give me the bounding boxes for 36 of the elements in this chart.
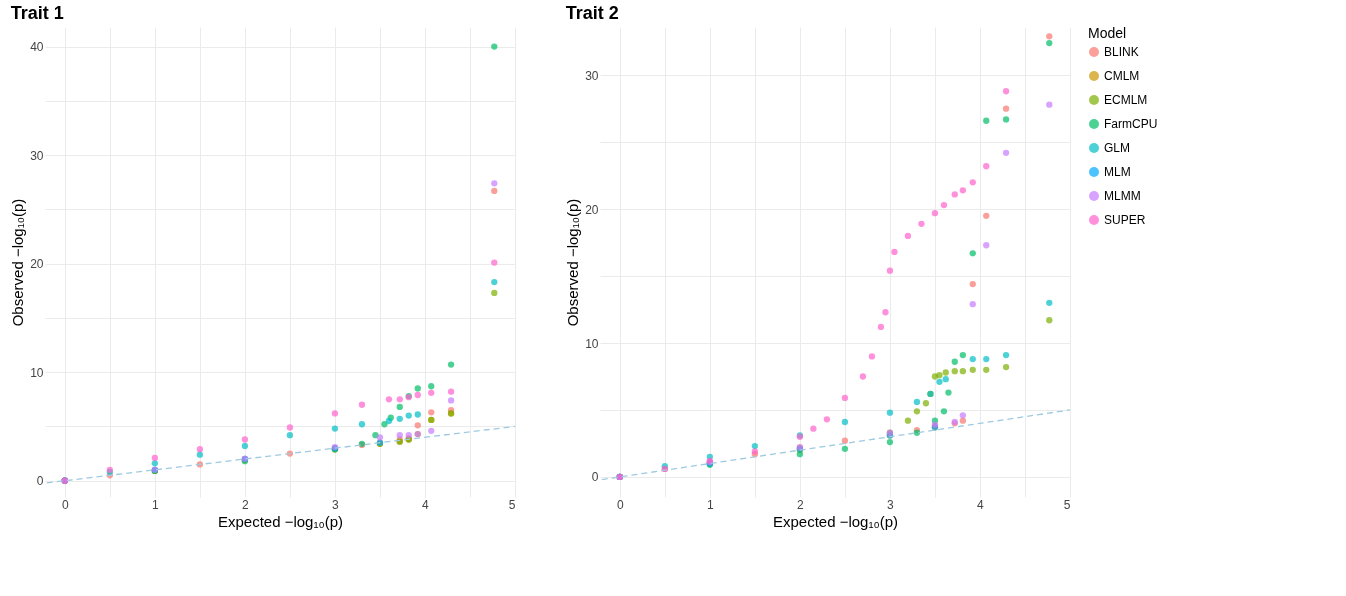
y-tick-label: 0 bbox=[591, 470, 599, 485]
chart-title: Trait 1 bbox=[10, 3, 64, 23]
legend-label: CMLM bbox=[1104, 69, 1140, 83]
x-tick-label: 1 bbox=[707, 497, 714, 512]
x-axis-title: Expected −log₁₀(p) bbox=[217, 512, 344, 530]
x-tick-label: 0 bbox=[616, 497, 624, 512]
x-tick-label: 3 bbox=[887, 497, 895, 512]
legend-label: ECMLM bbox=[1104, 93, 1148, 107]
y-tick-label: 40 bbox=[30, 40, 44, 55]
y-tick-label: 10 bbox=[585, 336, 599, 351]
y-tick-label: 30 bbox=[30, 148, 44, 163]
x-tick-label: 3 bbox=[332, 497, 340, 512]
x-tick-label: 5 bbox=[508, 497, 516, 512]
y-tick-label: 10 bbox=[30, 365, 44, 380]
legend-label: MLMM bbox=[1104, 189, 1141, 203]
y-tick-label: 20 bbox=[30, 257, 44, 272]
x-tick-label: 0 bbox=[61, 497, 69, 512]
x-tick-label: 2 bbox=[797, 497, 805, 512]
y-tick-label: 30 bbox=[585, 68, 599, 83]
y-tick-label: 0 bbox=[36, 474, 44, 489]
x-axis-title: Expected −log₁₀(p) bbox=[772, 512, 899, 530]
x-tick-label: 1 bbox=[152, 497, 159, 512]
x-tick-label: 4 bbox=[977, 497, 985, 512]
legend-label: SUPER bbox=[1104, 213, 1146, 227]
legend-label: MLM bbox=[1104, 165, 1131, 179]
legend-label: FarmCPU bbox=[1104, 117, 1158, 131]
chart-title: Trait 2 bbox=[565, 3, 619, 23]
legend-title: Model bbox=[1088, 25, 1127, 41]
x-tick-label: 4 bbox=[422, 497, 430, 512]
x-tick-label: 5 bbox=[1063, 497, 1071, 512]
y-axis-title: Observed −log₁₀(p) bbox=[564, 198, 582, 327]
legend-label: GLM bbox=[1104, 141, 1131, 155]
legend-label: BLINK bbox=[1104, 45, 1139, 59]
y-tick-label: 20 bbox=[585, 202, 599, 217]
y-axis-title: Observed −log₁₀(p) bbox=[9, 198, 27, 327]
x-tick-label: 2 bbox=[242, 497, 250, 512]
